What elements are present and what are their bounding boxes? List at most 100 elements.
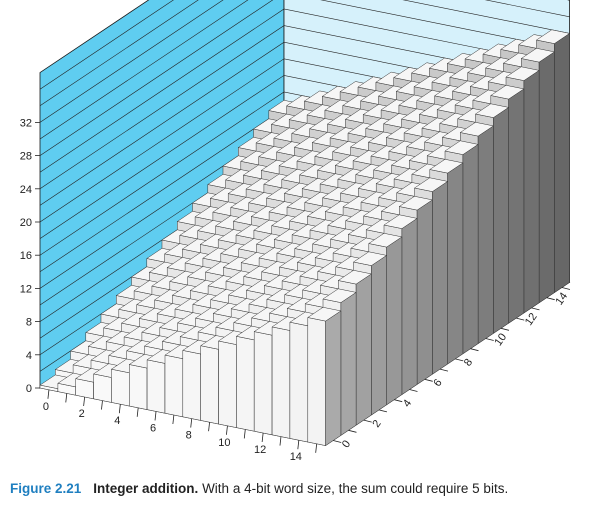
z-tick-label: 0 xyxy=(26,383,32,395)
grid-line xyxy=(39,0,570,107)
bar-top xyxy=(444,140,479,155)
bar-side xyxy=(508,88,525,324)
x-tick-label: 8 xyxy=(186,430,192,442)
z-tick-label: 4 xyxy=(26,350,32,362)
y-tick-label: 12 xyxy=(523,311,540,328)
bar-front xyxy=(218,340,237,428)
y-tick-label: 2 xyxy=(370,418,383,430)
bar-side xyxy=(416,199,433,385)
bar-side xyxy=(477,125,494,345)
y-tick xyxy=(439,368,449,372)
y-tick xyxy=(409,389,418,392)
bar xyxy=(307,307,342,447)
bar-top xyxy=(535,29,571,44)
y-tick xyxy=(561,287,571,290)
bar-front xyxy=(111,368,130,407)
bar-top xyxy=(474,103,510,118)
x-tick xyxy=(172,414,175,425)
bar-top xyxy=(352,251,388,266)
x-tick xyxy=(315,443,318,453)
x-tick-label: 2 xyxy=(79,408,85,420)
bar-side xyxy=(340,291,357,436)
grid-line xyxy=(39,0,570,90)
grid-line xyxy=(39,0,570,140)
bar-front xyxy=(93,373,112,403)
bar-top xyxy=(398,196,434,211)
x-tick xyxy=(101,400,103,410)
bar-top xyxy=(505,66,540,81)
y-tick xyxy=(470,348,479,352)
bar-front xyxy=(129,364,148,410)
grid-line xyxy=(39,0,570,123)
y-tick xyxy=(516,317,525,321)
x-tick xyxy=(190,418,193,428)
bar-top xyxy=(322,288,357,303)
bar-front xyxy=(236,335,255,432)
bar-front xyxy=(271,326,291,439)
bar-side xyxy=(371,254,387,416)
bar-front xyxy=(200,345,219,425)
bar-top xyxy=(413,177,449,192)
bar-front xyxy=(146,359,166,414)
grid-line xyxy=(39,0,570,156)
x-tick-label: 0 xyxy=(43,401,49,413)
figure-caption: Figure 2.21 Integer addition. With a 4-bi… xyxy=(10,481,610,496)
bar-side xyxy=(462,143,479,355)
bar-side xyxy=(386,236,403,406)
bar-side xyxy=(432,180,448,375)
y-tick-label: 14 xyxy=(553,291,570,308)
bar-top xyxy=(429,159,464,174)
bar-side xyxy=(523,69,540,314)
figure-number: Figure 2.21 xyxy=(10,481,82,496)
bar-top xyxy=(490,85,525,100)
bar-top xyxy=(520,48,556,63)
x-tick xyxy=(279,436,282,446)
bar-top xyxy=(459,122,495,137)
x-tick xyxy=(154,411,157,421)
y-tick xyxy=(424,378,433,382)
z-tick-label: 16 xyxy=(20,250,32,262)
grid-line xyxy=(39,8,570,173)
bar-front xyxy=(253,331,273,436)
bar-top xyxy=(383,214,418,229)
bar-side xyxy=(401,217,418,396)
y-tick xyxy=(363,419,372,423)
x-tick xyxy=(47,389,50,399)
z-tick-label: 20 xyxy=(20,217,32,229)
bar-top xyxy=(307,307,342,322)
z-tick-label: 32 xyxy=(20,117,32,129)
bar-front xyxy=(164,354,184,418)
x-tick-label: 12 xyxy=(254,444,266,456)
x-tick xyxy=(65,393,68,403)
y-tick xyxy=(378,409,388,413)
bar-side xyxy=(447,162,464,365)
bar-front xyxy=(307,317,326,446)
y-tick xyxy=(348,429,357,433)
y-tick xyxy=(455,358,464,362)
figure-text: With a 4-bit word size, the sum could re… xyxy=(202,481,509,496)
bar-top xyxy=(337,270,373,285)
bar-top xyxy=(368,233,403,248)
z-tick-label: 12 xyxy=(20,283,32,295)
bar-side xyxy=(355,273,372,426)
bar-front xyxy=(289,321,309,443)
y-tick-label: 4 xyxy=(401,398,414,410)
z-tick-label: 28 xyxy=(20,151,32,163)
x-tick-label: 6 xyxy=(150,422,156,434)
x-tick xyxy=(226,425,228,435)
bar-front xyxy=(182,350,201,421)
x-tick xyxy=(118,404,121,414)
x-tick xyxy=(261,432,264,443)
bar-side xyxy=(538,51,555,304)
y-tick-label: 10 xyxy=(492,331,509,348)
y-tick-label: 8 xyxy=(462,357,475,369)
chart-bars xyxy=(39,29,571,447)
x-tick xyxy=(297,440,300,450)
y-tick-label: 0 xyxy=(340,438,353,450)
y-tick-label: 6 xyxy=(431,377,444,389)
x-tick xyxy=(208,422,210,432)
z-tick-label: 8 xyxy=(26,317,32,329)
x-tick-label: 14 xyxy=(290,451,302,463)
x-tick xyxy=(83,396,86,407)
